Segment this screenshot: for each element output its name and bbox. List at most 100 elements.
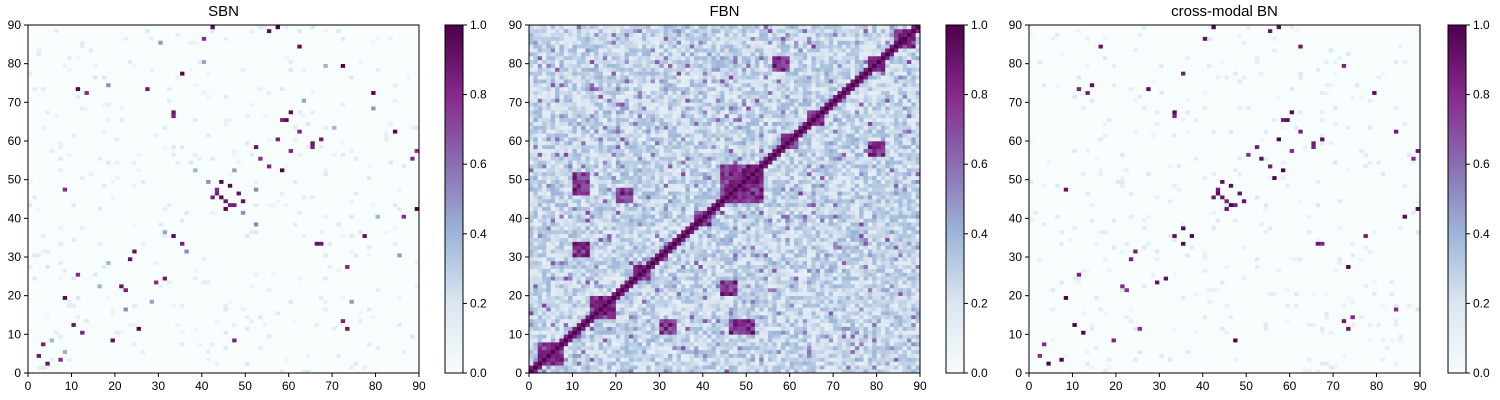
heatmap-cell [202,280,207,284]
heatmap-cell [402,211,407,215]
heatmap-cell [215,191,220,195]
heatmap-cell [32,346,37,350]
heatmap-cell [189,164,194,168]
heatmap-cell [224,276,229,280]
heatmap-cell [280,218,285,222]
heatmap-cell [237,195,242,199]
heatmap-cell [124,222,129,226]
heatmap-cell [167,218,172,222]
heatmap-cell [336,303,341,307]
heatmap-cell [310,292,315,296]
heatmap-cell [84,218,89,222]
heatmap-cell [128,338,133,342]
heatmap-cell [84,199,89,203]
heatmap-cell [80,272,85,276]
heatmap-cell [106,222,111,226]
heatmap-cell [58,358,63,362]
heatmap-cell [111,222,116,226]
heatmap-cell [349,199,354,203]
heatmap-cell [289,330,294,334]
heatmap-cell [319,272,324,276]
heatmap-cell [93,199,98,203]
heatmap-cell [124,272,129,276]
heatmap-cell [297,207,302,211]
heatmap-cell [193,249,198,253]
heatmap-cell [263,323,268,327]
heatmap-cell [393,249,398,253]
heatmap-cell [58,218,63,222]
heatmap-cell [41,327,46,331]
heatmap-cell [128,300,133,304]
heatmap-cell [45,315,50,319]
heatmap-cell [141,253,146,257]
heatmap-cell [84,214,89,218]
heatmap-cell [193,311,198,315]
heatmap-cell [250,365,255,369]
heatmap-cell [306,226,311,230]
heatmap-cell [384,218,389,222]
heatmap-cell [293,245,298,249]
heatmap-cell [332,187,337,191]
heatmap-cell [163,207,168,211]
heatmap-cell [163,234,168,238]
heatmap-cell [237,265,242,269]
heatmap-cell [58,361,63,365]
heatmap-cell [384,284,389,288]
heatmap-cell [367,245,372,249]
heatmap-cell [310,330,315,334]
heatmap-cell [332,361,337,365]
heatmap-cell [306,327,311,331]
heatmap-cell [397,284,402,288]
heatmap-cell [297,253,302,257]
heatmap-cell [158,272,163,276]
heatmap-cell [293,238,298,242]
heatmap-cell [393,311,398,315]
heatmap-cell [210,292,215,296]
heatmap-cell [84,168,89,172]
heatmap-cell [250,203,255,207]
heatmap-cell [128,261,133,265]
heatmap-cell [89,365,94,369]
heatmap-cell [393,330,398,334]
heatmap-cell [124,180,129,184]
heatmap-cell [50,319,55,323]
heatmap-cell [358,346,363,350]
heatmap-cell [141,195,146,199]
heatmap-cell [150,288,155,292]
heatmap-cell [89,191,94,195]
heatmap-cell [254,276,259,280]
heatmap-cell [171,257,176,261]
heatmap-cell [93,265,98,269]
heatmap-cell [263,365,268,369]
heatmap-cell [45,358,50,362]
heatmap-cell [284,350,289,354]
heatmap-cell [297,323,302,327]
heatmap-cell [306,276,311,280]
heatmap-cell [384,184,389,188]
heatmap-cell [132,160,137,164]
heatmap-cell [310,238,315,242]
heatmap-cell [63,265,68,269]
heatmap-cell [54,311,59,315]
heatmap-cell [102,172,107,176]
heatmap-cell [154,218,159,222]
heatmap-cell [241,280,246,284]
heatmap-cell [124,214,129,218]
heatmap-cell [202,203,207,207]
heatmap-cell [284,253,289,257]
heatmap-cell [111,265,116,269]
heatmap-cell [406,346,411,350]
heatmap-cell [284,222,289,226]
heatmap-cell [280,249,285,253]
heatmap-cell [289,160,294,164]
heatmap-cell [180,160,185,164]
heatmap-cell [89,350,94,354]
heatmap-cell [119,272,124,276]
heatmap-cell [189,346,194,350]
heatmap-cell [137,222,142,226]
heatmap-cell [193,303,198,307]
heatmap-cell [141,319,146,323]
heatmap-cell [250,276,255,280]
heatmap-cell [228,334,233,338]
heatmap-cell [402,354,407,358]
